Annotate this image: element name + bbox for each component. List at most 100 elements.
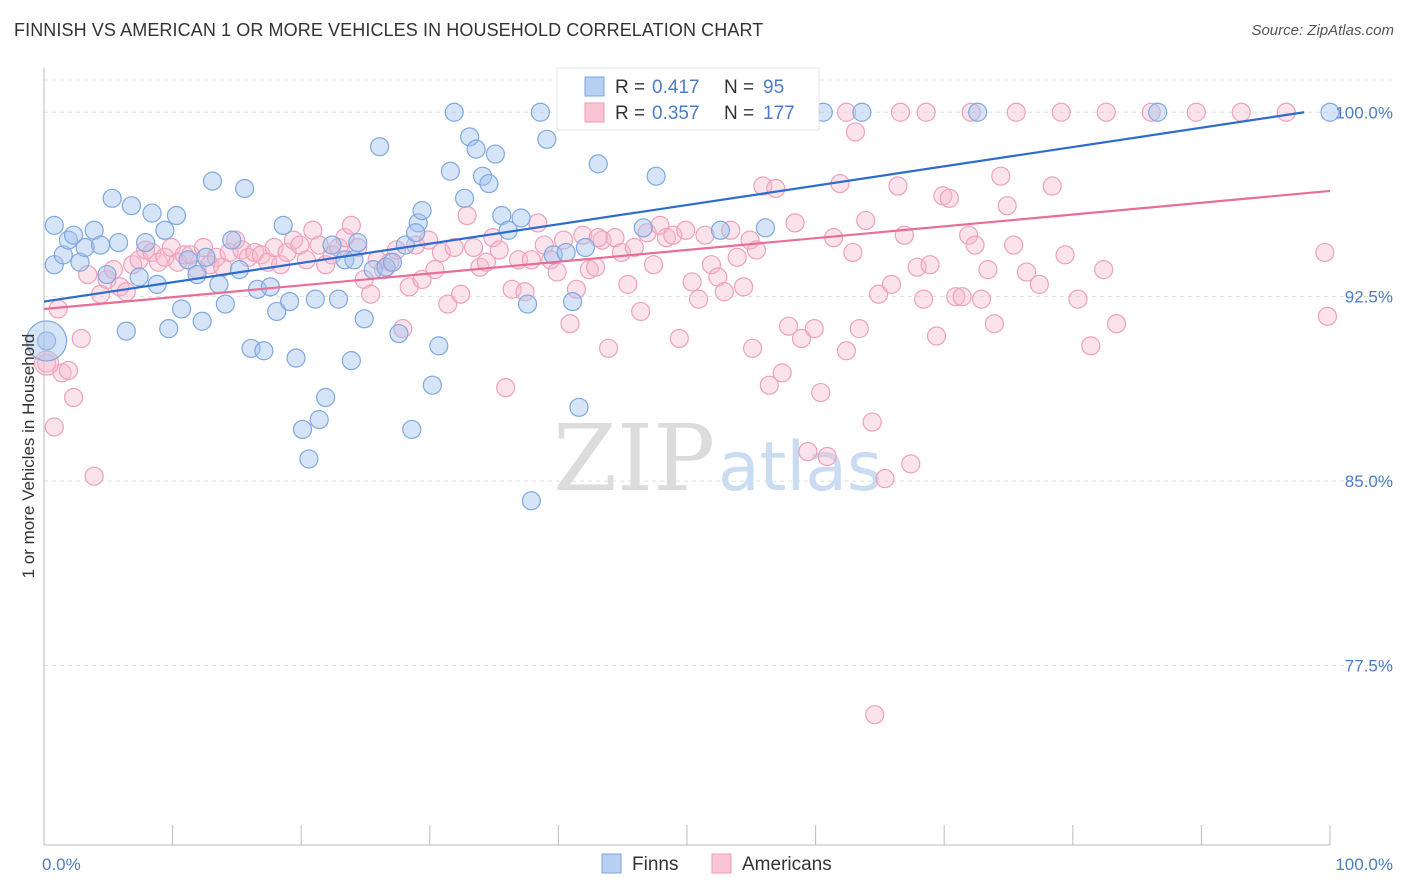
finns-point	[209, 274, 229, 294]
americans-point	[1068, 289, 1088, 309]
americans-point	[984, 314, 1004, 334]
finns-point	[412, 201, 432, 221]
americans-point	[643, 255, 664, 275]
americans-point	[811, 382, 831, 403]
americans-swatch	[711, 853, 732, 874]
finns-point	[1148, 102, 1168, 122]
finns-point	[309, 410, 329, 430]
finns-point	[328, 289, 349, 309]
americans-point	[701, 255, 722, 275]
americans-point	[148, 252, 169, 272]
finns-point	[569, 397, 589, 417]
americans-point	[116, 282, 136, 302]
finns-point	[466, 139, 486, 159]
americans-point	[1004, 235, 1024, 255]
finns-point	[63, 225, 84, 245]
finns-point	[633, 218, 653, 238]
americans-points	[33, 102, 1338, 725]
americans-point	[361, 284, 381, 304]
americans-point	[746, 240, 767, 260]
americans-point	[489, 240, 509, 260]
y-axis-label: 1 or more Vehicles in Household	[19, 334, 38, 579]
finns-point	[299, 449, 319, 469]
americans-point	[978, 260, 998, 280]
finns-point	[267, 301, 287, 322]
americans-point	[1317, 306, 1338, 326]
americans-point	[296, 250, 316, 270]
finns-point	[135, 232, 156, 253]
legend-finns-r: 0.417	[652, 77, 700, 98]
americans-point	[463, 237, 484, 258]
americans-point	[451, 284, 471, 304]
finns-point	[852, 102, 872, 122]
americans-point	[444, 237, 464, 258]
finns-point	[370, 137, 390, 157]
finns-point	[348, 232, 368, 253]
americans-point	[547, 262, 567, 282]
legend-r-label: R =	[615, 77, 645, 98]
americans-point	[1016, 262, 1037, 282]
americans-point	[901, 454, 921, 474]
finns-point	[537, 129, 557, 149]
watermark-atlas: atlas	[718, 428, 882, 507]
finns-swatch	[601, 853, 622, 874]
finns-point	[422, 375, 442, 395]
finns-point	[166, 205, 187, 226]
finns-point	[646, 166, 666, 186]
finns-point	[305, 289, 325, 309]
finns-point	[406, 223, 426, 243]
finns-point	[97, 264, 117, 285]
americans-point	[63, 387, 84, 408]
americans-point	[1315, 242, 1335, 263]
americans-point	[1051, 102, 1071, 122]
americans-point	[553, 230, 574, 250]
americans-point	[997, 196, 1017, 216]
finns-point	[1320, 102, 1340, 122]
americans-point	[431, 242, 451, 263]
americans-point	[1096, 102, 1116, 122]
americans-point	[283, 230, 304, 250]
finns-point	[155, 220, 175, 240]
americans-point	[348, 237, 368, 258]
americans-point	[939, 188, 959, 208]
trend-lines	[43, 111, 1331, 311]
americans-point	[1276, 102, 1296, 122]
americans-point	[695, 225, 715, 245]
americans-point	[1186, 102, 1206, 122]
americans-point	[742, 338, 763, 358]
finns-point	[382, 252, 403, 272]
finns-legend-label: Finns	[632, 854, 678, 875]
americans-point	[714, 282, 734, 302]
americans-point	[457, 205, 477, 226]
gridlines	[44, 79, 1392, 667]
americans-point	[959, 225, 979, 245]
americans-point	[425, 260, 445, 280]
finns-point	[530, 102, 550, 122]
finns-point	[235, 178, 255, 199]
finns-point	[254, 341, 274, 361]
americans-point	[142, 242, 162, 263]
finns-point	[454, 188, 475, 208]
americans-point	[888, 176, 908, 196]
finns-point	[192, 311, 212, 331]
americans-point	[438, 294, 458, 314]
americans-point	[688, 289, 709, 309]
americans-point	[804, 319, 824, 339]
americans-point	[84, 466, 104, 486]
americans-point	[476, 252, 496, 272]
americans-point	[588, 228, 608, 248]
americans-point	[155, 247, 175, 267]
americans-point	[1141, 102, 1161, 122]
finns-point	[316, 387, 336, 408]
finns-legend-swatch	[584, 76, 605, 97]
americans-point	[1081, 336, 1101, 356]
finns-point	[556, 242, 576, 263]
legend-finns-n: 95	[763, 77, 784, 98]
finns-point	[159, 319, 179, 339]
finns-point	[215, 294, 235, 314]
x-tick-label: 100.0%	[1335, 855, 1393, 874]
americans-point	[952, 287, 972, 307]
finns-point	[402, 419, 422, 440]
series-legend: Finns Americans	[601, 853, 832, 875]
finns-point	[354, 309, 374, 329]
